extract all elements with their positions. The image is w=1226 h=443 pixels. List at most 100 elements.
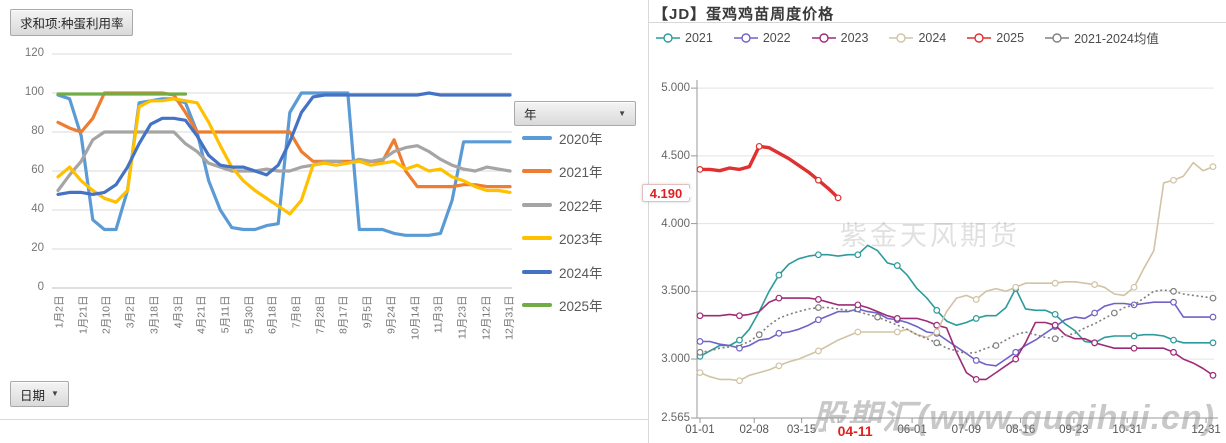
data-point-2021-2024均值 [696, 348, 704, 356]
legend-item-2024[interactable]: 2024 [889, 31, 946, 45]
y-axis-label: 4.500 [661, 149, 690, 162]
legend-field-button[interactable]: 年 ▼ [514, 101, 636, 126]
chevron-down-icon: ▼ [51, 389, 59, 398]
series-line-2024 [699, 161, 1214, 382]
data-point-2021-2024均值 [1170, 287, 1177, 295]
legend-swatch [522, 202, 552, 207]
data-point-2025 [834, 194, 842, 202]
data-point-2024 [696, 369, 704, 377]
axis-field-label: 日期 [20, 388, 46, 403]
x-axis-label: 06-01 [897, 424, 927, 436]
y-axis-label: 2.565 [661, 412, 690, 424]
data-point-2024 [775, 362, 783, 370]
y-axis-label: 40 [31, 203, 44, 215]
legend-field-label: 年 [524, 108, 537, 122]
data-point-2022 [696, 338, 704, 345]
data-point-2023 [736, 312, 743, 320]
series-line-2022 [700, 301, 1213, 367]
legend-item-2025年: 2025年 [522, 297, 603, 314]
data-point-2022 [972, 357, 980, 364]
data-point-2023 [972, 375, 980, 383]
legend-item-2023[interactable]: 2023 [811, 30, 869, 45]
data-point-2024 [736, 377, 743, 385]
y-axis-label: 120 [24, 47, 44, 59]
data-point-2022 [1091, 309, 1098, 317]
data-point-2024 [1130, 283, 1138, 291]
legend-label: 2021-2024均值 [1074, 32, 1159, 46]
data-point-2023 [893, 315, 901, 322]
chart-title: 【JD】蛋鸡鸡苗周度价格 [653, 6, 835, 23]
legend-swatch [522, 236, 552, 241]
legend-label: 2023年 [559, 232, 603, 248]
panel-divider [648, 0, 649, 443]
data-point-2021-2024均值 [1209, 294, 1217, 302]
x-axis-label: 03-15 [786, 424, 817, 436]
data-point-2021-2024均值 [755, 331, 763, 339]
data-point-2022 [736, 344, 743, 352]
y-axis-label: 80 [31, 125, 44, 137]
y-axis-label: 4.000 [661, 217, 690, 230]
data-point-2021 [933, 306, 941, 314]
legend-item-2021[interactable]: 2021 [656, 31, 713, 45]
current-price-label: 4.190 [642, 184, 695, 202]
data-point-2024 [893, 328, 901, 336]
data-point-2021-2024均值 [1051, 335, 1059, 343]
data-point-2021-2024均值 [1110, 309, 1118, 317]
data-point-2022 [1209, 313, 1217, 321]
legend-item-2022[interactable]: 2022 [733, 30, 791, 45]
data-point-2023 [814, 296, 822, 303]
legend-label: 2023 [840, 30, 869, 45]
axis-field-button[interactable]: 日期 ▼ [10, 381, 69, 407]
data-point-2023 [1209, 371, 1217, 379]
legend-label: 2020年 [559, 132, 603, 147]
legend-label: 2025 [996, 30, 1025, 45]
legend-marker-icon [1045, 32, 1070, 43]
data-point-2021 [775, 271, 783, 279]
legend-marker-icon [811, 32, 836, 43]
data-point-2024 [1091, 281, 1098, 288]
legend-label: 2021年 [559, 165, 603, 181]
chevron-down-icon: ▼ [618, 108, 626, 118]
data-point-2024 [854, 328, 862, 336]
series-line-2021 [699, 244, 1213, 358]
data-point-2022 [1170, 298, 1177, 306]
x-axis-label: 01-01 [685, 424, 715, 436]
data-point-2023 [1130, 344, 1138, 352]
data-point-2021-2024均值 [992, 342, 1000, 349]
series-line-2023年 [56, 97, 512, 216]
series-line-2024年 [56, 91, 512, 196]
legend-marker-icon [656, 32, 680, 43]
y-axis-label: 3.000 [661, 353, 690, 366]
x-axis-label: 08-16 [1005, 424, 1036, 436]
legend-item-2021-2024均值[interactable]: 2021-2024均值 [1045, 28, 1159, 47]
data-point-2021-2024均值 [814, 304, 822, 311]
data-point-2023 [1091, 339, 1098, 347]
legend-label: 2022年 [559, 198, 603, 214]
data-point-2022 [814, 316, 822, 324]
legend-item-2024年: 2024年 [522, 264, 603, 281]
data-point-2021 [814, 251, 822, 259]
legend-label: 2025年 [559, 299, 603, 314]
legend-item-2022年: 2022年 [522, 197, 603, 214]
data-point-2024 [1170, 176, 1177, 184]
pivot-chart-plot [52, 53, 512, 289]
data-point-2021 [893, 262, 901, 269]
data-point-2021 [1130, 332, 1138, 340]
pivot-value-field-label: 求和项:种蛋利用率 [20, 17, 124, 31]
legend-item-2025[interactable]: 2025 [967, 31, 1024, 45]
data-point-2025 [696, 165, 704, 173]
x-axis-label: 09-23 [1059, 424, 1089, 436]
data-point-2021 [1209, 339, 1217, 347]
legend-marker-icon [889, 32, 914, 43]
data-point-2023 [1170, 348, 1177, 356]
legend-marker-icon [967, 32, 992, 43]
data-point-2021 [1170, 336, 1177, 344]
pivot-value-field-button[interactable]: 求和项:种蛋利用率 [10, 9, 134, 36]
data-point-2025 [814, 176, 822, 184]
legend-label: 2022 [762, 30, 791, 45]
data-point-2023 [775, 294, 783, 302]
y-axis-label: 60 [31, 164, 44, 176]
legend-item-2021年: 2021年 [522, 163, 603, 181]
data-point-2024 [1012, 283, 1020, 291]
